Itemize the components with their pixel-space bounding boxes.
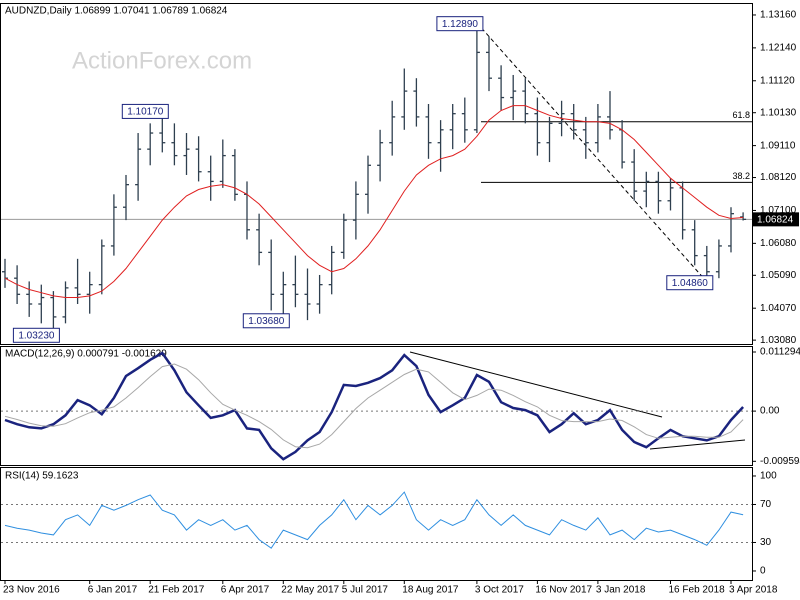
x-tick-label: 6 Apr 2017 — [221, 585, 270, 596]
annotation-label: 1.10170 — [127, 107, 164, 118]
fib-label: 38.2 — [732, 171, 750, 181]
line — [4, 105, 744, 298]
price-title: AUDNZD,Daily 1.06899 1.07041 1.06789 1.0… — [5, 6, 228, 17]
macd-panel — [0, 346, 753, 466]
macd-title: MACD(12,26,9) 0.000791 -0.001629 — [5, 349, 167, 360]
annotation-box — [242, 313, 290, 329]
x-tick-label: 22 May 2017 — [281, 585, 339, 596]
y-tick-label: 100 — [760, 471, 777, 482]
y-tick-label: -0.009594 — [760, 456, 800, 467]
y-tick-label: 70 — [760, 499, 772, 510]
macd-trendline — [649, 439, 746, 450]
x-tick-label: 16 Nov 2017 — [535, 585, 592, 596]
rsi-title: RSI(14) 59.1623 — [5, 471, 79, 482]
annotation-box — [436, 16, 484, 32]
y-tick-label: 1.11120 — [760, 75, 795, 86]
annotation-box — [12, 327, 60, 343]
price-panel — [0, 3, 753, 345]
x-tick-label: 3 Apr 2018 — [729, 585, 778, 596]
y-tick-label: 1.06080 — [760, 238, 797, 249]
annotation-label: 1.03680 — [248, 316, 285, 327]
y-tick-label: 1.04070 — [760, 303, 797, 314]
y-tick-label: 30 — [760, 537, 772, 548]
y-tick-label: 0.011294 — [760, 347, 800, 358]
annotation-label: 1.12890 — [442, 19, 479, 30]
fib-label: 61.8 — [732, 110, 750, 120]
y-tick-label: 1.08120 — [760, 172, 797, 183]
trendline — [476, 22, 708, 283]
watermark: ActionForex.com — [72, 47, 252, 74]
annotation-label: 1.04860 — [672, 278, 709, 289]
y-tick-label: 1.03080 — [760, 335, 797, 346]
y-tick-label: 1.10130 — [760, 107, 797, 118]
annotation-label: 1.03230 — [18, 330, 55, 341]
y-tick-label: 1.09110 — [760, 140, 796, 151]
annotation-box — [121, 103, 169, 119]
line — [4, 363, 744, 449]
macd-trendline — [409, 351, 663, 418]
y-tick-label: 1.13160 — [760, 10, 797, 21]
y-tick-label: 1.07100 — [760, 205, 797, 216]
y-tick-label: 0 — [760, 566, 766, 577]
x-tick-label: 16 Feb 2018 — [669, 585, 726, 596]
x-tick-label: 6 Jan 2017 — [88, 585, 138, 596]
x-tick-label: 3 Oct 2017 — [475, 585, 524, 596]
last-price-box — [752, 212, 799, 227]
annotation-box — [666, 275, 714, 291]
y-tick-label: 1.12140 — [760, 43, 797, 54]
x-tick-label: 18 Aug 2017 — [402, 585, 459, 596]
line — [4, 491, 744, 549]
x-tick-label: 3 Jan 2018 — [596, 585, 646, 596]
y-tick-label: 0.00 — [760, 406, 780, 417]
last-price-label: 1.06824 — [757, 214, 794, 225]
rsi-panel — [0, 467, 753, 581]
line — [4, 351, 745, 461]
x-tick-label: 23 Nov 2016 — [3, 585, 60, 596]
y-tick-label: 1.05090 — [760, 270, 797, 281]
x-tick-label: 5 Jul 2017 — [342, 585, 389, 596]
x-tick-label: 21 Feb 2017 — [148, 585, 205, 596]
